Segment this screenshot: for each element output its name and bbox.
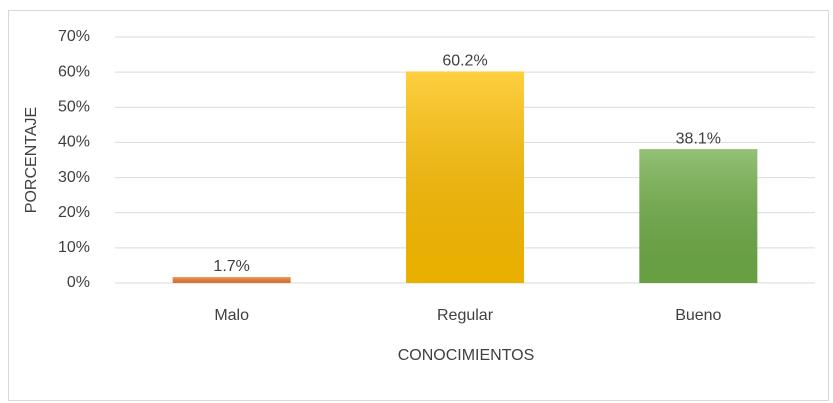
x-tick-label: Bueno	[675, 307, 721, 324]
y-axis-title: PORCENTAJE	[23, 107, 40, 213]
y-tick-label: 20%	[58, 204, 90, 221]
y-tick-label: 10%	[58, 239, 90, 256]
data-label: 38.1%	[676, 130, 721, 147]
y-tick-label: 70%	[58, 28, 90, 45]
bar-shade	[406, 71, 524, 283]
y-tick-label: 30%	[58, 169, 90, 186]
x-tick-label: Malo	[214, 307, 249, 324]
bar-shade	[172, 277, 291, 283]
y-tick-label: 60%	[58, 63, 90, 80]
y-tick-label: 40%	[58, 134, 90, 151]
y-tick-label: 0%	[67, 274, 90, 291]
x-tick-label: Regular	[437, 307, 494, 324]
x-axis-title: CONOCIMIENTOS	[398, 347, 535, 364]
bar-shade	[639, 149, 758, 283]
y-tick-label: 50%	[58, 99, 90, 116]
data-label: 60.2%	[442, 53, 487, 70]
chart-border	[8, 10, 829, 401]
data-label: 1.7%	[213, 258, 249, 275]
